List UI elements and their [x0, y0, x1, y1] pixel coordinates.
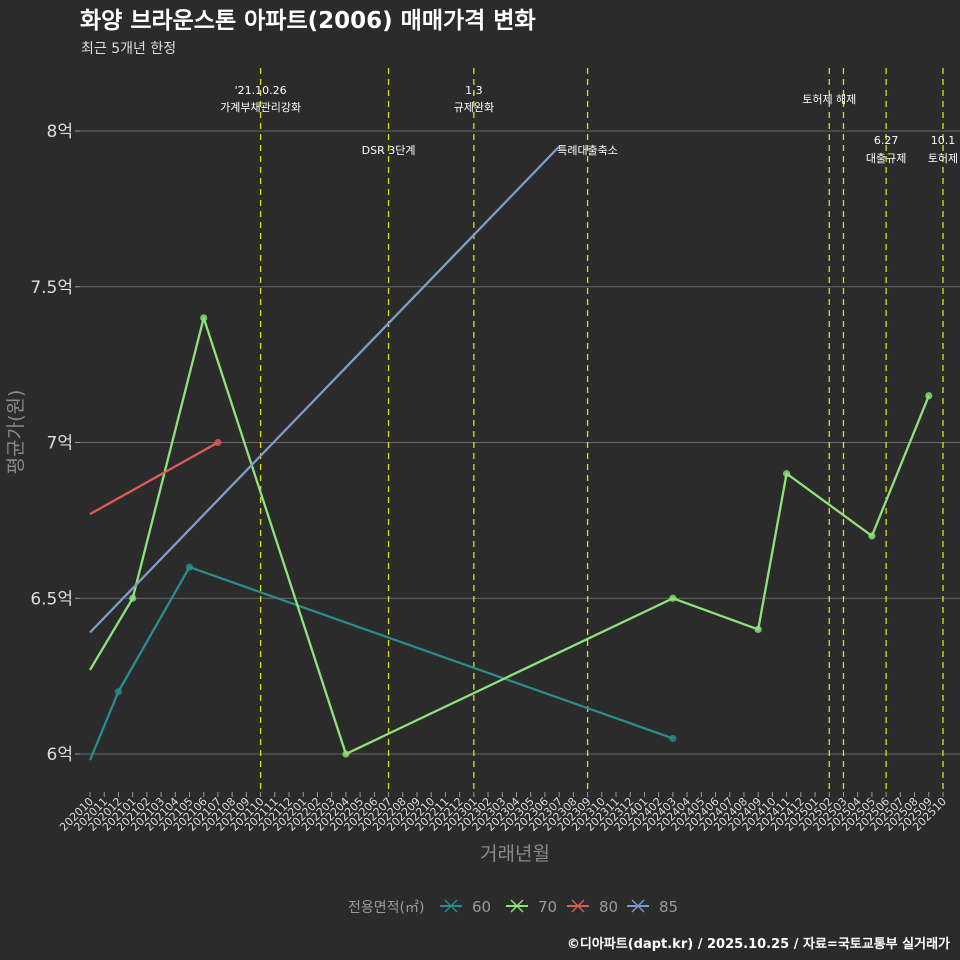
- data-point-70: [783, 470, 791, 478]
- data-point-60: [114, 688, 123, 696]
- y-tick-label: 6.5억: [30, 589, 73, 609]
- series-line-85: [89, 145, 560, 634]
- legend-key-mark: [510, 899, 524, 913]
- event-label: 6.27: [874, 134, 899, 147]
- chart-title: 화양 브라운스톤 아파트(2006) 매매가격 변화: [80, 8, 536, 34]
- event-label: 규제완화: [454, 101, 494, 114]
- event-label: DSR 3단계: [362, 144, 416, 157]
- data-point-80: [214, 438, 222, 447]
- legend-key-mark: [631, 899, 645, 913]
- data-point-70: [868, 532, 876, 540]
- event-label: 대출규제: [866, 152, 906, 165]
- grid-lines: [75, 130, 960, 755]
- x-axis-ticks: 2020102020112020122021012021022021032021…: [57, 792, 949, 834]
- series-line-80: [89, 441, 219, 516]
- event-label: 특례대출축소: [557, 144, 618, 157]
- data-point-70: [754, 625, 762, 634]
- chart-subtitle: 최근 5개년 한정: [81, 41, 176, 57]
- x-axis-label: 거래년월: [480, 843, 550, 865]
- legend-label: 60: [472, 898, 491, 916]
- legend-label: 70: [538, 898, 557, 916]
- legend-key-mark: [571, 899, 585, 913]
- event-label: 가계부채관리강화: [220, 101, 301, 114]
- event-label: 1.3: [465, 84, 483, 97]
- event-label: '21.10.26: [235, 84, 287, 97]
- data-point-70: [342, 750, 350, 758]
- legend-key-mark: [444, 899, 458, 913]
- y-tick-label: 8억: [47, 122, 73, 142]
- y-tick-label: 7억: [47, 434, 73, 454]
- y-axis-ticks: 6억 6.5억 7억 7.5억 8억: [30, 122, 73, 765]
- data-point-70: [129, 594, 137, 602]
- event-label: 토허제: [928, 152, 958, 165]
- series-line-60: [88, 565, 674, 761]
- event-label: 토허제 해제: [802, 92, 856, 106]
- data-point-60: [669, 734, 677, 743]
- legend-label: 85: [659, 898, 678, 916]
- legend-title: 전용면적(㎡): [348, 900, 424, 916]
- data-point-60: [185, 563, 194, 571]
- y-tick-label: 7.5억: [30, 278, 73, 298]
- data-point-70: [200, 314, 208, 322]
- y-axis-label: 평균가(원): [5, 390, 27, 475]
- event-label: 10.1: [931, 134, 956, 147]
- legend-label: 80: [599, 898, 618, 916]
- y-tick-label: 6억: [47, 745, 73, 765]
- data-point-70: [925, 392, 933, 400]
- footer-credit: ©디아파트(dapt.kr) / 2025.10.25 / 자료=국토교통부 실…: [567, 936, 950, 952]
- data-point-70: [669, 594, 677, 602]
- series-lines: [88, 145, 933, 761]
- series-line-70: [89, 316, 930, 756]
- legend: 전용면적(㎡) 60 70 80 85: [348, 898, 678, 916]
